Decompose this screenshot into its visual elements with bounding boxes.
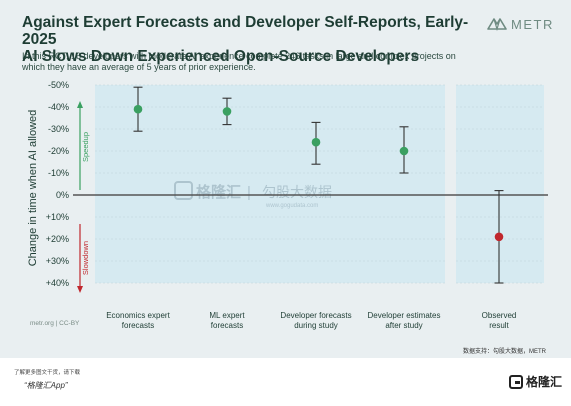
slowdown-arrowhead <box>77 286 83 293</box>
watermark-separator: | <box>247 184 251 201</box>
data-point <box>494 232 504 242</box>
y-tick-label: 0% <box>56 190 69 200</box>
x-tick-label: Economics expert <box>106 311 170 320</box>
y-tick-label: -50% <box>48 80 69 90</box>
chart-title: Against Expert Forecasts and Developer S… <box>22 14 482 65</box>
y-tick-label: -20% <box>48 146 69 156</box>
x-tick-label: result <box>489 321 509 330</box>
chart-plot: 格隆汇 | 勾股大数据 www.gogudata.com -50% -40% -30… <box>27 80 548 330</box>
observed-panel <box>456 85 544 283</box>
x-tick-label: during study <box>294 321 338 330</box>
chart-subtitle: In this RCT, 16 developers with moderate… <box>22 51 456 72</box>
title-line-1: Against Expert Forecasts and Developer S… <box>22 14 469 48</box>
speedup-arrowhead <box>77 101 83 108</box>
data-point <box>222 107 232 116</box>
data-point <box>133 104 143 114</box>
y-tick-label: +30% <box>46 256 69 266</box>
footer-note: 了解更多图文干货，请下载 <box>14 370 81 376</box>
y-tick-label: -30% <box>48 124 69 134</box>
x-tick-label: ML expert <box>209 311 245 320</box>
metr-logo: METR <box>487 15 554 33</box>
data-point <box>399 146 409 156</box>
plot-panels <box>95 85 544 283</box>
metr-logo-icon <box>487 18 507 32</box>
watermark-brand: 格隆汇 <box>196 183 241 201</box>
speedup-indicator: Speedup <box>77 101 90 190</box>
footer-brand: 格隆汇 <box>509 373 562 390</box>
data-source: 数据支持：勾股大数据，METR <box>463 349 546 355</box>
x-tick-label: forecasts <box>211 321 243 330</box>
x-tick-label: after study <box>385 321 422 330</box>
x-tick-label: forecasts <box>122 321 154 330</box>
x-tick-label: Observed <box>482 311 517 320</box>
y-tick-label: -10% <box>48 168 69 178</box>
watermark: 格隆汇 | 勾股大数据 www.gogudata.com <box>174 181 332 209</box>
chart-card: Against Expert Forecasts and Developer S… <box>0 0 571 358</box>
watermark-logo-icon <box>174 181 193 200</box>
grid-lines <box>95 84 544 284</box>
slowdown-indicator: Slowdown <box>77 224 90 293</box>
speedup-label: Speedup <box>81 132 90 162</box>
y-axis-label: Change in time when AI allowed <box>27 110 39 267</box>
logo-text: METR <box>511 16 554 32</box>
forecast-panel <box>95 85 445 283</box>
y-tick-label: +40% <box>46 278 69 288</box>
footer-brand-text: 格隆汇 <box>526 375 563 389</box>
credit-text: metr.org | CC-BY <box>30 320 80 327</box>
x-tick-label: Developer forecasts <box>280 311 351 320</box>
y-tick-label: +20% <box>46 234 69 244</box>
slowdown-label: Slowdown <box>81 241 90 275</box>
watermark-url: www.gogudata.com <box>265 203 318 209</box>
data-point <box>311 137 321 147</box>
title-line-2: AI Slows Down Experienced Open-Source De… <box>22 48 420 65</box>
data-marks <box>133 86 504 284</box>
y-axis: -50% -40% -30% -20% -10% 0% +10% +20% +30% +40% <box>46 80 548 288</box>
x-tick-label: Developer estimates <box>368 311 441 320</box>
footer-app-name: “格隆汇App” <box>24 381 68 390</box>
y-tick-label: -40% <box>48 102 69 112</box>
watermark-text: 勾股大数据 <box>262 184 332 200</box>
y-tick-label: +10% <box>46 212 69 222</box>
gelonghui-logo-icon <box>509 374 523 389</box>
